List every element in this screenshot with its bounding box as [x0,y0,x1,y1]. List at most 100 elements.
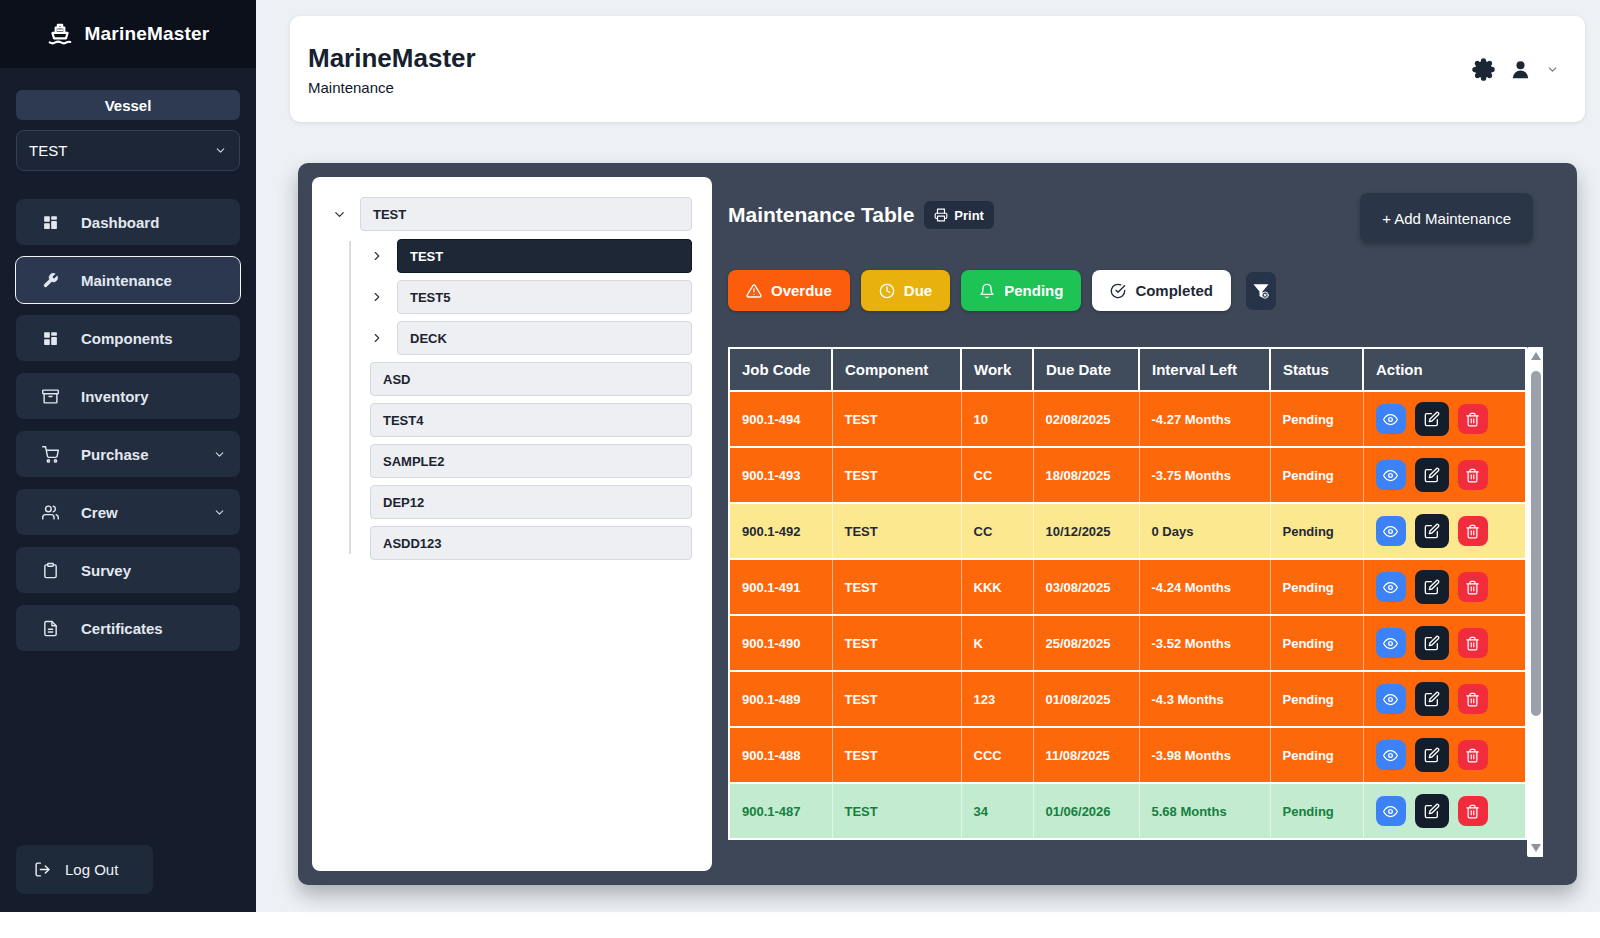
main-content: MarineMaster Maintenance TEST TESTTEST5D… [256,0,1600,912]
edit-icon [1424,411,1440,427]
vessel-select[interactable]: TEST [16,130,240,171]
tree-node-row: TEST [370,239,692,273]
cell-work: 10 [961,391,1033,447]
eye-icon [1383,748,1398,763]
sidebar-item-maintenance[interactable]: Maintenance [16,257,240,303]
cell-actions [1363,727,1526,783]
tree-node-test5[interactable]: TEST5 [397,280,692,314]
filter-button-pending[interactable]: Pending [961,270,1081,311]
chevron-right-icon[interactable] [370,249,384,263]
sidebar-item-label: Survey [81,562,131,579]
cell-component: TEST [832,727,961,783]
view-button[interactable] [1376,516,1406,546]
view-button[interactable] [1376,796,1406,826]
edit-button[interactable] [1415,402,1449,436]
delete-button[interactable] [1458,404,1488,434]
sidebar-item-dashboard[interactable]: Dashboard [16,199,240,245]
view-button[interactable] [1376,460,1406,490]
sidebar-item-label: Components [81,330,173,347]
view-button[interactable] [1376,628,1406,658]
sidebar-item-survey[interactable]: Survey [16,547,240,593]
tree-node-sample2[interactable]: SAMPLE2 [370,444,692,478]
user-icon[interactable] [1509,58,1532,81]
cell-actions [1363,559,1526,615]
cell-due-date: 01/06/2026 [1033,783,1139,839]
sidebar-item-inventory[interactable]: Inventory [16,373,240,419]
logout-button[interactable]: Log Out [16,845,153,894]
filter-button-completed[interactable]: Completed [1092,270,1231,311]
eye-icon [1383,524,1398,539]
trash-icon [1465,748,1480,763]
scroll-down-arrow[interactable] [1531,844,1541,852]
edit-button[interactable] [1415,794,1449,828]
sidebar-item-label: Maintenance [81,272,172,289]
view-button[interactable] [1376,684,1406,714]
maintenance-table-area: Maintenance Table Print + Add Maintenanc… [728,177,1563,871]
cell-status: Pending [1270,615,1363,671]
sidebar-item-components[interactable]: Components [16,315,240,361]
delete-button[interactable] [1458,628,1488,658]
trash-icon [1465,804,1480,819]
clear-filter-button[interactable] [1246,272,1276,310]
sidebar-body: Vessel TEST Dashboard Maintenance Componen… [0,68,256,651]
check-circle-icon [1110,283,1126,299]
gear-icon[interactable] [1472,58,1495,81]
filter-button-overdue[interactable]: Overdue [728,270,850,311]
cell-component: TEST [832,503,961,559]
sidebar-item-purchase[interactable]: Purchase [16,431,240,477]
chevron-down-icon [213,448,226,461]
chevron-down-icon[interactable] [332,207,347,222]
delete-button[interactable] [1458,740,1488,770]
column-header-job-code: Job Code [729,348,832,391]
logout-icon [34,861,51,878]
delete-button[interactable] [1458,516,1488,546]
table-scrollbar[interactable] [1527,347,1543,857]
column-header-interval-left: Interval Left [1139,348,1270,391]
edit-icon [1424,467,1440,483]
edit-button[interactable] [1415,626,1449,660]
cell-job-code: 900.1-487 [729,783,832,839]
delete-button[interactable] [1458,460,1488,490]
sidebar-item-crew[interactable]: Crew [16,489,240,535]
filter-button-due[interactable]: Due [861,270,950,311]
vessel-header-button[interactable]: Vessel [16,90,240,120]
filter-label: Due [904,282,932,299]
scrollbar-thumb[interactable] [1531,371,1541,716]
tree-node-test4[interactable]: TEST4 [370,403,692,437]
cell-due-date: 01/08/2025 [1033,671,1139,727]
add-maintenance-button[interactable]: + Add Maintenance [1360,193,1533,243]
edit-button[interactable] [1415,458,1449,492]
eye-icon [1383,636,1398,651]
delete-button[interactable] [1458,796,1488,826]
table-header-row: Job CodeComponentWorkDue DateInterval Le… [729,348,1526,391]
cell-status: Pending [1270,783,1363,839]
print-button[interactable]: Print [924,201,994,229]
bell-icon [979,283,995,299]
edit-button[interactable] [1415,514,1449,548]
warning-icon [746,283,762,299]
edit-button[interactable] [1415,682,1449,716]
maintenance-table-zone: Job CodeComponentWorkDue DateInterval Le… [728,347,1543,857]
view-button[interactable] [1376,572,1406,602]
tree-node-asdd123[interactable]: ASDD123 [370,526,692,560]
edit-button[interactable] [1415,570,1449,604]
cell-job-code: 900.1-494 [729,391,832,447]
scroll-up-arrow[interactable] [1531,352,1541,360]
chevron-right-icon[interactable] [370,290,384,304]
tree-node-deck[interactable]: DECK [397,321,692,355]
tree-root-node[interactable]: TEST [360,197,692,231]
view-button[interactable] [1376,404,1406,434]
delete-button[interactable] [1458,572,1488,602]
delete-button[interactable] [1458,684,1488,714]
view-button[interactable] [1376,740,1406,770]
tree-node-dep12[interactable]: DEP12 [370,485,692,519]
tree-node-row: TEST4 [370,403,692,437]
tree-node-test[interactable]: TEST [397,239,692,273]
edit-button[interactable] [1415,738,1449,772]
chevron-down-icon[interactable] [1546,63,1559,76]
page-title: MarineMaster [308,43,476,74]
sidebar-item-certificates[interactable]: Certificates [16,605,240,651]
tree-node-asd[interactable]: ASD [370,362,692,396]
tree-node-row: TEST5 [370,280,692,314]
chevron-right-icon[interactable] [370,331,384,345]
